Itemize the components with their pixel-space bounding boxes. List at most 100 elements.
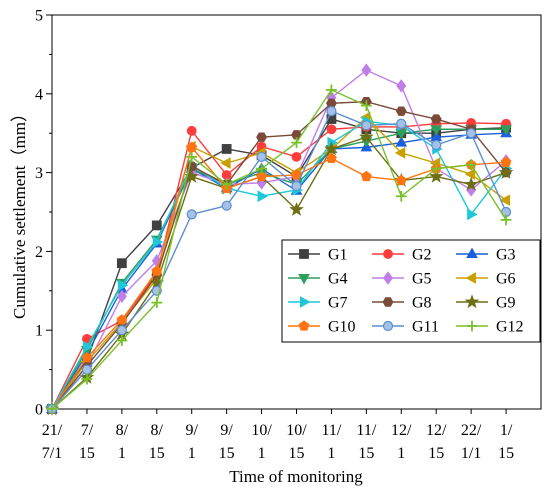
legend: G1 G2 G3 G4 G5 G6 G7 G8 G9 G10 G11 G12: [281, 239, 541, 343]
data-point-G12: [291, 137, 302, 149]
data-point-G4: [430, 125, 443, 136]
axes: 0 1 2 3 4 5 21/7/1 7/15 8/1 8/15 9/1 9/15 10/1 10/15 1…: [35, 8, 542, 462]
data-point-G9: [289, 201, 304, 216]
data-point-G12: [221, 179, 233, 190]
legend-marker: [299, 249, 309, 259]
series-line-G12: [51, 89, 507, 410]
data-point-G10: [326, 152, 337, 164]
legend-label: G1: [328, 247, 348, 264]
data-point-G6: [464, 168, 476, 181]
legend-label: G6: [496, 271, 516, 288]
x-tick-label: 21/7/1: [42, 422, 63, 462]
legend-label: G11: [412, 319, 439, 336]
x-tick-label: 10/1: [251, 422, 272, 462]
data-point-G5: [396, 79, 407, 93]
data-point-G12: [326, 84, 337, 96]
data-point-G12: [151, 297, 163, 309]
series-line-G11: [51, 110, 507, 410]
legend-label: G9: [496, 295, 516, 312]
data-point-G7: [467, 208, 478, 221]
legend-item-G7: G7: [288, 295, 348, 312]
legend-marker: [382, 320, 394, 332]
data-point-G10: [291, 169, 302, 180]
series-G12: [46, 84, 512, 415]
series-line-G9: [51, 136, 507, 410]
data-point-G6: [499, 194, 511, 207]
data-point-G7: [82, 340, 94, 353]
data-point-G10: [81, 352, 93, 363]
data-point-G1: [116, 258, 127, 269]
x-tick-label: 8/1: [116, 422, 129, 462]
data-point-G10: [151, 265, 163, 276]
legend-item-G9: G9: [456, 294, 516, 312]
y-axis-title: Cumulative settlement（mm）: [10, 105, 29, 319]
x-tick-label: 11/1: [321, 422, 341, 462]
series-line-G1: [51, 118, 507, 410]
data-point-G11: [326, 106, 337, 117]
legend-item-G10: G10: [288, 319, 356, 336]
legend-item-G12: G12: [456, 319, 524, 336]
data-point-G11: [81, 364, 93, 375]
data-point-G11: [291, 180, 302, 192]
data-point-G2: [291, 151, 302, 162]
legend-item-G1: G1: [288, 247, 348, 264]
data-point-G6: [220, 157, 231, 170]
data-point-G10: [395, 174, 407, 186]
data-point-G6: [394, 147, 406, 159]
legend-item-G11: G11: [372, 319, 439, 336]
legend-box: [281, 239, 541, 343]
legend-label: G5: [412, 271, 432, 288]
data-point-G3: [395, 136, 408, 147]
data-point-G11: [466, 128, 477, 139]
data-point-G12: [500, 214, 512, 226]
legend-marker: [466, 320, 478, 332]
data-point-G11: [221, 200, 232, 211]
data-point-G9: [428, 168, 444, 183]
legend-label: G2: [412, 247, 432, 264]
legend-marker: [299, 296, 311, 308]
data-point-G12: [116, 335, 128, 346]
x-tick-label: 10/15: [286, 422, 307, 462]
data-point-G4: [500, 125, 512, 136]
y-tick-label: 2: [35, 244, 43, 261]
y-tick-label: 1: [35, 323, 43, 340]
data-point-G7: [152, 236, 164, 248]
data-point-G12: [81, 373, 93, 385]
series-line-G5: [51, 69, 507, 410]
data-point-G11: [186, 209, 197, 220]
data-point-G7: [117, 279, 129, 292]
legend-label: G10: [328, 319, 356, 336]
series-line-G4: [51, 128, 507, 410]
data-point-G9: [359, 129, 374, 144]
data-point-G5: [116, 289, 127, 304]
legend-label: G8: [412, 295, 432, 312]
x-tick-label: 22/1/1: [461, 422, 482, 462]
legend-item-G8: G8: [372, 295, 432, 312]
y-tick-label: 0: [35, 402, 43, 419]
data-point-G9: [324, 141, 339, 156]
data-point-G10: [360, 170, 372, 182]
legend-marker: [465, 272, 477, 284]
data-point-G8: [430, 114, 442, 124]
data-point-G12: [395, 190, 407, 202]
data-point-G5: [361, 63, 372, 77]
x-tick-label: 7/15: [79, 422, 95, 462]
series-line-G8: [51, 100, 507, 410]
data-point-G2: [186, 125, 197, 136]
data-point-G10: [500, 156, 512, 167]
series-layer: [44, 63, 514, 416]
legend-marker: [383, 271, 393, 285]
legend-label: G12: [496, 319, 524, 336]
x-tick-label: 8/15: [149, 422, 165, 462]
x-tick-label: 1/15: [498, 422, 514, 462]
legend-marker: [464, 294, 480, 309]
legend-marker: [382, 297, 394, 307]
data-point-G12: [186, 151, 198, 163]
legend-marker: [466, 247, 478, 259]
data-point-G2: [326, 124, 337, 135]
x-tick-label: 11/15: [356, 422, 376, 462]
data-point-G1: [151, 220, 162, 231]
legend-marker: [383, 249, 393, 259]
